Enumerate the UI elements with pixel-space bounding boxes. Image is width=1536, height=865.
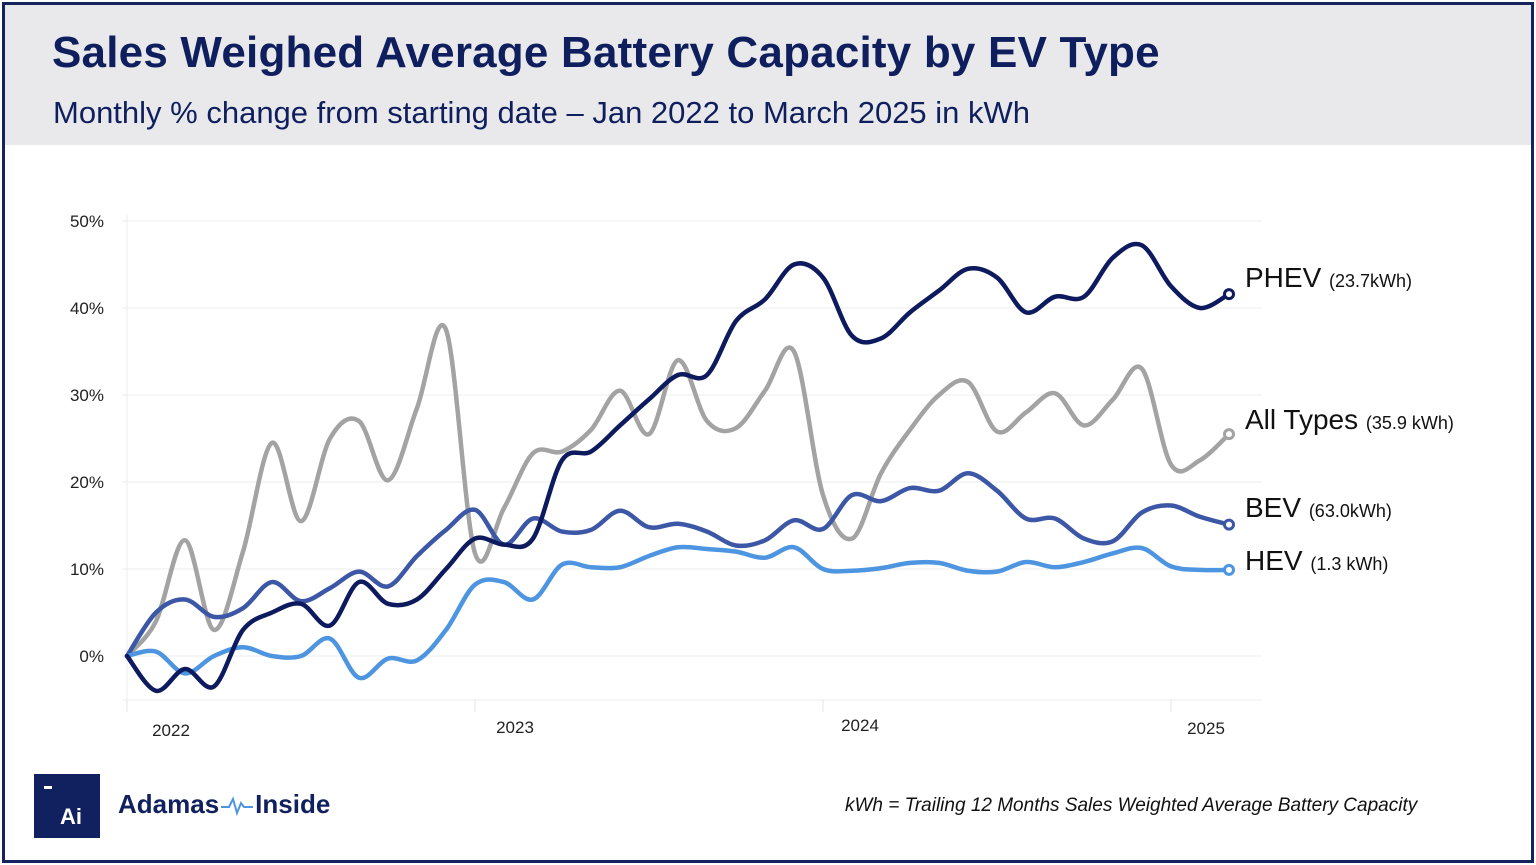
series-name: PHEV xyxy=(1245,262,1322,293)
series-annotation: (1.3 kWh) xyxy=(1310,554,1389,574)
brand-right: Inside xyxy=(255,789,331,819)
footnote: kWh = Trailing 12 Months Sales Weighted … xyxy=(845,795,1418,816)
series-label-phev: PHEV (23.7kWh) xyxy=(1245,262,1412,294)
series-name: BEV xyxy=(1245,492,1302,523)
series-line-bev xyxy=(124,471,1232,659)
y-tick-label: 20% xyxy=(70,473,104,492)
series-line-phev xyxy=(124,241,1232,694)
brand-left: Adamas xyxy=(118,789,220,819)
series-label-bev: BEV (63.0kWh) xyxy=(1245,492,1392,524)
series-label-hev: HEV (1.3 kWh) xyxy=(1245,545,1388,577)
series-end-marker-bev xyxy=(1223,518,1235,531)
y-tick-label: 0% xyxy=(79,647,104,666)
series-annotation: (23.7kWh) xyxy=(1329,271,1413,291)
y-tick-label: 40% xyxy=(70,299,104,318)
y-tick-label: 10% xyxy=(70,560,104,579)
x-tick-label: 2022 xyxy=(152,721,190,740)
chart-title: Sales Weighed Average Battery Capacity b… xyxy=(52,28,1160,77)
brand-name: Adamas Inside xyxy=(118,789,330,820)
series-label-all-types: All Types (35.9 kWh) xyxy=(1245,404,1454,436)
series-line-all-types xyxy=(124,323,1232,659)
logo-text: Ai xyxy=(60,804,82,829)
series-name: HEV xyxy=(1245,545,1303,576)
adamas-logo: Ai xyxy=(34,774,100,838)
series-annotation: (63.0kWh) xyxy=(1308,501,1392,521)
header-band xyxy=(5,5,1531,145)
series-end-marker-all-types xyxy=(1223,428,1235,441)
series-line-hev xyxy=(124,544,1232,681)
series-annotation: (35.9 kWh) xyxy=(1365,413,1454,433)
chart-subtitle: Monthly % change from starting date – Ja… xyxy=(53,95,1031,130)
series-name: All Types xyxy=(1245,404,1359,435)
logo-dash xyxy=(44,786,52,789)
x-tick-label: 2024 xyxy=(841,716,879,735)
pulse-icon xyxy=(221,795,254,816)
y-tick-label: 30% xyxy=(70,386,104,405)
y-tick-label: 50% xyxy=(70,212,104,231)
x-tick-label: 2025 xyxy=(1187,719,1225,738)
series-end-marker-hev xyxy=(1223,563,1235,576)
series-end-marker-phev xyxy=(1223,288,1235,301)
x-tick-label: 2023 xyxy=(496,718,534,737)
